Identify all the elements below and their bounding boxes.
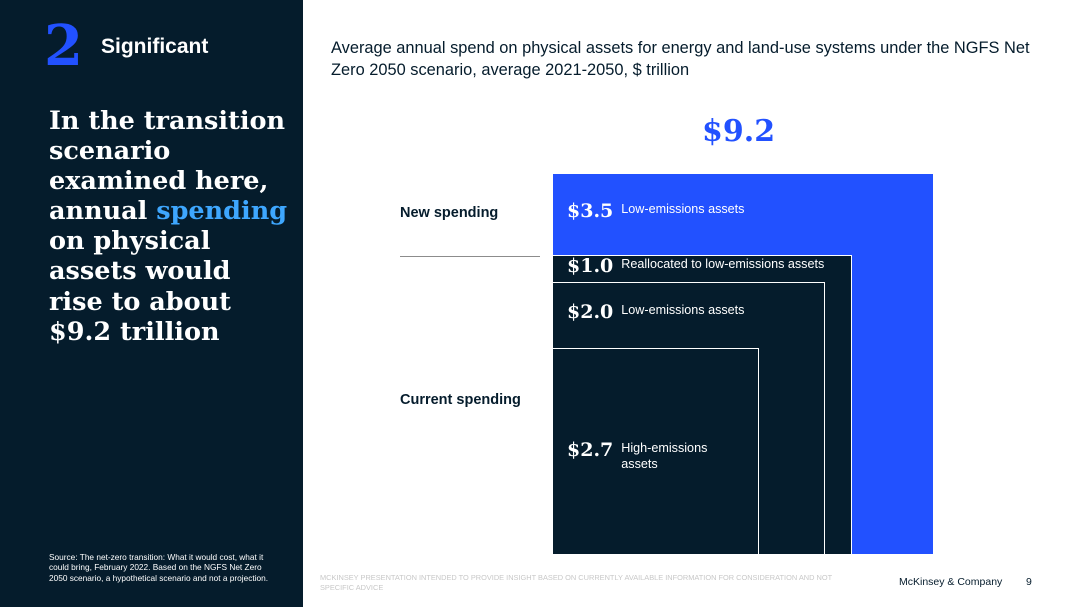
group-divider xyxy=(400,256,540,257)
segment-label: $3.5 Low-emissions assets xyxy=(567,200,744,222)
segment-value: $1.0 xyxy=(567,254,614,277)
chart-title: Average annual spend on physical assets … xyxy=(331,39,1030,79)
footer-company: McKinsey & Company xyxy=(899,576,1003,588)
segment-description: Reallocated to low-emissions assets xyxy=(621,256,825,271)
new-spending-label: New spending xyxy=(400,205,499,221)
segment-label: $2.0 Low-emissions assets xyxy=(567,301,744,323)
segment-description: Low-emissions assets xyxy=(621,303,745,318)
segment-value: $3.5 xyxy=(567,200,614,223)
source-note: Source: The net-zero transition: What it… xyxy=(49,552,269,583)
headline-highlight: spending xyxy=(156,196,288,227)
current-spending-label: Current spending xyxy=(400,392,521,408)
section-label: Significant xyxy=(101,35,209,58)
segment-description: High-emissions assets xyxy=(621,440,708,471)
headline-text: In the transition scenario examined here… xyxy=(49,106,286,227)
segment-label: $2.7 High-emissions assets xyxy=(567,439,731,472)
area-segment xyxy=(553,348,759,554)
footer-disclaimer: MCKINSEY PRESENTATION INTENDED TO PROVID… xyxy=(320,573,832,592)
headline-text-end: on physical assets would rise to about $… xyxy=(49,226,231,347)
headline: In the transition scenario examined here… xyxy=(49,106,289,347)
page-number: 9 xyxy=(1026,576,1032,588)
left-panel: 2 Significant In the transition scenario… xyxy=(0,0,303,607)
total-label: $9.2 xyxy=(702,114,776,149)
section-number: 2 xyxy=(44,13,83,79)
segment-label: $1.0 Reallocated to low-emissions assets xyxy=(567,255,824,277)
segment-value: $2.0 xyxy=(567,301,614,324)
segment-value: $2.7 xyxy=(567,438,614,461)
segment-description: Low-emissions assets xyxy=(621,202,745,217)
